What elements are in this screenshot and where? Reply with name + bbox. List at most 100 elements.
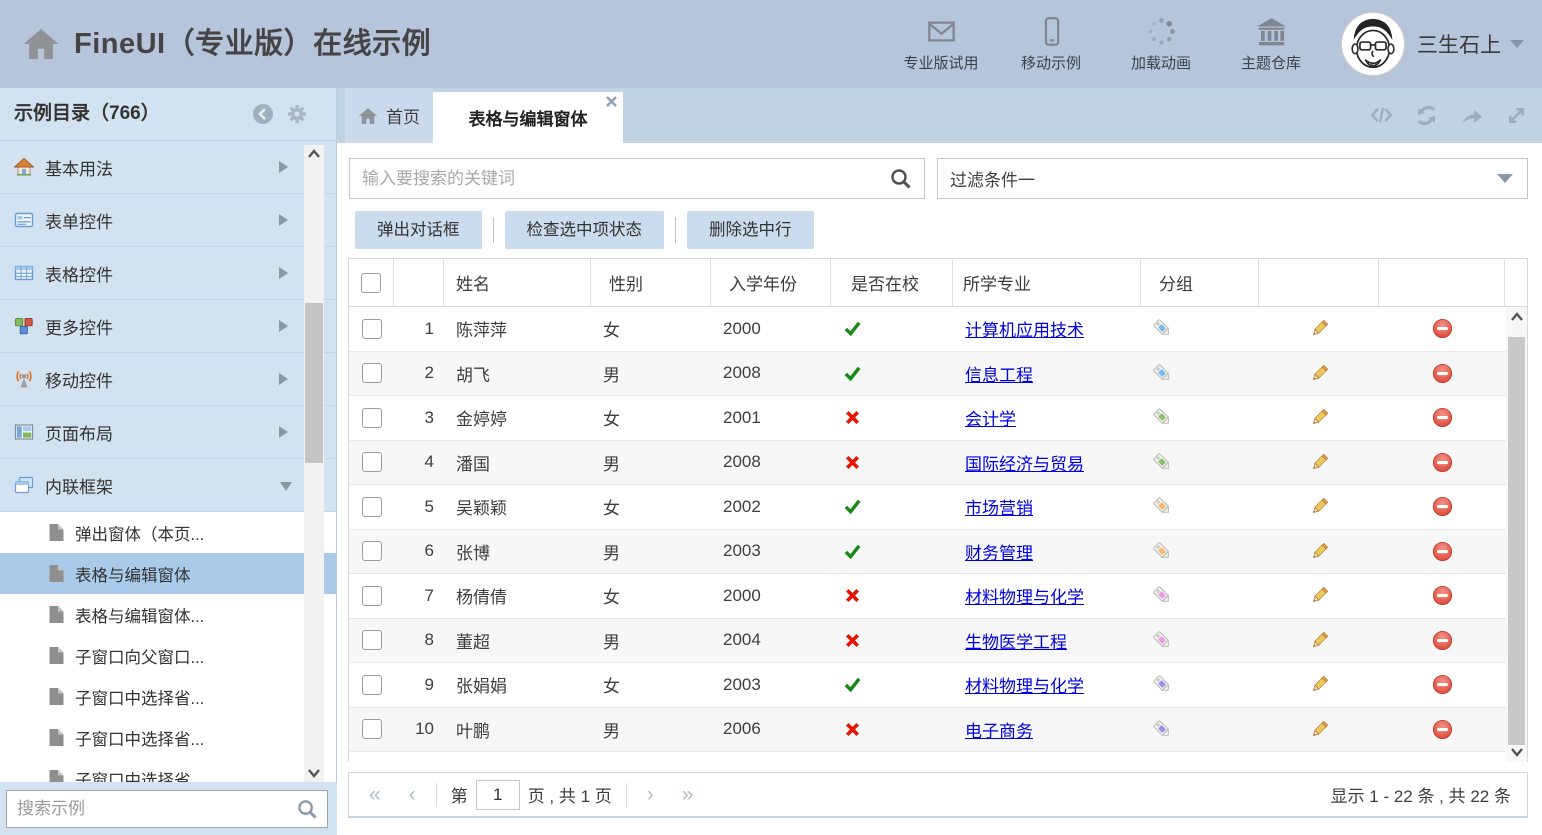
scroll-down-icon[interactable] bbox=[307, 767, 321, 779]
scroll-up-icon[interactable] bbox=[307, 148, 321, 160]
delete-icon[interactable] bbox=[1432, 452, 1453, 473]
table-row: 9 张娟娟 女 2003 材料物理与化学 bbox=[349, 663, 1527, 708]
row-checkbox[interactable] bbox=[361, 719, 382, 740]
check-selection-button[interactable]: 检查选中项状态 bbox=[504, 211, 664, 249]
sidebar-item-page-layout[interactable]: 页面布局 bbox=[0, 406, 336, 459]
nav-loading-anim[interactable]: 加载动画 bbox=[1106, 16, 1216, 73]
delete-icon[interactable] bbox=[1432, 318, 1453, 339]
edit-icon[interactable] bbox=[1309, 318, 1330, 339]
edit-icon[interactable] bbox=[1309, 585, 1330, 606]
delete-icon[interactable] bbox=[1432, 363, 1453, 384]
last-page-button[interactable]: » bbox=[681, 783, 694, 806]
major-link[interactable]: 国际经济与贸易 bbox=[965, 454, 1084, 474]
column-header-year[interactable]: 入学年份 bbox=[711, 259, 831, 306]
row-checkbox[interactable] bbox=[361, 318, 382, 339]
scrollbar-thumb[interactable] bbox=[305, 303, 323, 463]
scrollbar-thumb[interactable] bbox=[1508, 337, 1525, 745]
submenu-item-grid-edit-window-2[interactable]: 表格与编辑窗体... bbox=[0, 594, 336, 635]
scroll-up-icon[interactable] bbox=[1510, 311, 1524, 323]
major-link[interactable]: 财务管理 bbox=[965, 543, 1033, 563]
collapse-sidebar-icon[interactable] bbox=[252, 103, 274, 125]
submenu-item-popup-window[interactable]: 弹出窗体（本页... bbox=[0, 512, 336, 553]
refresh-icon[interactable] bbox=[1415, 104, 1438, 127]
column-header-gender[interactable]: 性别 bbox=[591, 259, 711, 306]
gear-icon[interactable] bbox=[286, 103, 308, 125]
sidebar-item-form-controls[interactable]: 表单控件 bbox=[0, 194, 336, 247]
keyword-search-input[interactable] bbox=[350, 167, 890, 190]
major-link[interactable]: 生物医学工程 bbox=[965, 632, 1067, 652]
open-dialog-button[interactable]: 弹出对话框 bbox=[355, 211, 482, 249]
code-icon[interactable] bbox=[1370, 104, 1393, 127]
row-checkbox[interactable] bbox=[361, 585, 382, 606]
delete-icon[interactable] bbox=[1432, 630, 1453, 651]
filter-dropdown[interactable]: 过滤条件一 bbox=[937, 158, 1528, 199]
major-link[interactable]: 材料物理与化学 bbox=[965, 677, 1084, 697]
page-number-input[interactable] bbox=[475, 779, 520, 810]
expand-icon[interactable] bbox=[1505, 104, 1528, 127]
column-header-name[interactable]: 姓名 bbox=[444, 259, 591, 306]
edit-icon[interactable] bbox=[1309, 407, 1330, 428]
major-link[interactable]: 电子商务 bbox=[965, 721, 1033, 741]
submenu-item-select-province-1[interactable]: 子窗口中选择省... bbox=[0, 676, 336, 717]
submenu-item-select-province-3[interactable]: 子窗口中选择省... bbox=[0, 758, 336, 783]
column-header-major[interactable]: 所学专业 bbox=[953, 259, 1141, 306]
column-header-group[interactable]: 分组 bbox=[1141, 259, 1259, 306]
delete-rows-button[interactable]: 删除选中行 bbox=[687, 211, 814, 249]
tab-home[interactable]: 首页 bbox=[345, 88, 433, 143]
sidebar-search-input[interactable] bbox=[7, 798, 297, 820]
delete-icon[interactable] bbox=[1432, 585, 1453, 606]
grid-scrollbar[interactable] bbox=[1506, 307, 1527, 762]
major-link[interactable]: 管理学 bbox=[965, 761, 1016, 762]
share-icon[interactable] bbox=[1460, 104, 1483, 127]
row-checkbox[interactable] bbox=[361, 674, 382, 695]
delete-icon[interactable] bbox=[1432, 496, 1453, 517]
edit-icon[interactable] bbox=[1309, 452, 1330, 473]
cell-group bbox=[1141, 619, 1259, 663]
edit-icon[interactable] bbox=[1309, 496, 1330, 517]
nav-theme-repo[interactable]: 主题仓库 bbox=[1216, 16, 1326, 73]
next-page-button[interactable]: › bbox=[646, 783, 654, 806]
edit-icon[interactable] bbox=[1309, 630, 1330, 651]
nav-trial[interactable]: 专业版试用 bbox=[886, 16, 996, 73]
row-checkbox[interactable] bbox=[361, 452, 382, 473]
sidebar-item-grid-controls[interactable]: 表格控件 bbox=[0, 247, 336, 300]
row-checkbox[interactable] bbox=[361, 541, 382, 562]
first-page-button[interactable]: « bbox=[369, 783, 381, 806]
scroll-down-icon[interactable] bbox=[1510, 746, 1524, 758]
delete-icon[interactable] bbox=[1432, 407, 1453, 428]
tab-grid-edit-window[interactable]: 表格与编辑窗体 bbox=[433, 92, 623, 143]
column-header-at-school[interactable]: 是否在校 bbox=[831, 259, 953, 306]
row-checkbox[interactable] bbox=[361, 496, 382, 517]
major-link[interactable]: 市场营销 bbox=[965, 499, 1033, 519]
prev-page-button[interactable]: ‹ bbox=[408, 783, 416, 806]
sidebar-item-basic-usage[interactable]: 基本用法 bbox=[0, 141, 336, 194]
delete-icon[interactable] bbox=[1432, 674, 1453, 695]
row-checkbox[interactable] bbox=[361, 630, 382, 651]
select-all-checkbox[interactable] bbox=[361, 272, 381, 293]
search-icon[interactable] bbox=[890, 168, 912, 190]
submenu-item-select-province-2[interactable]: 子窗口中选择省... bbox=[0, 717, 336, 758]
nav-mobile-demo[interactable]: 移动示例 bbox=[996, 16, 1106, 73]
submenu-item-grid-edit-window[interactable]: 表格与编辑窗体 bbox=[0, 553, 336, 594]
major-link[interactable]: 材料物理与化学 bbox=[965, 588, 1084, 608]
delete-icon[interactable] bbox=[1432, 719, 1453, 740]
sidebar-item-more-controls[interactable]: 更多控件 bbox=[0, 300, 336, 353]
submenu-item-child-to-parent[interactable]: 子窗口向父窗口... bbox=[0, 635, 336, 676]
major-link[interactable]: 会计学 bbox=[965, 410, 1016, 430]
search-icon[interactable] bbox=[297, 799, 318, 820]
close-icon[interactable] bbox=[605, 95, 618, 108]
major-link[interactable]: 信息工程 bbox=[965, 365, 1033, 385]
edit-icon[interactable] bbox=[1309, 719, 1330, 740]
edit-icon[interactable] bbox=[1309, 363, 1330, 384]
delete-icon[interactable] bbox=[1432, 541, 1453, 562]
sidebar-item-mobile-controls[interactable]: 移动控件 bbox=[0, 353, 336, 406]
edit-icon[interactable] bbox=[1309, 674, 1330, 695]
row-checkbox[interactable] bbox=[361, 407, 382, 428]
edit-icon[interactable] bbox=[1309, 541, 1330, 562]
major-link[interactable]: 计算机应用技术 bbox=[965, 321, 1084, 341]
row-checkbox[interactable] bbox=[361, 363, 382, 384]
sidebar-scrollbar[interactable] bbox=[304, 145, 324, 782]
sidebar-item-iframe[interactable]: 内联框架 bbox=[0, 459, 336, 512]
user-menu[interactable]: 三生石上 bbox=[1341, 0, 1524, 88]
cell-edit bbox=[1259, 530, 1379, 574]
